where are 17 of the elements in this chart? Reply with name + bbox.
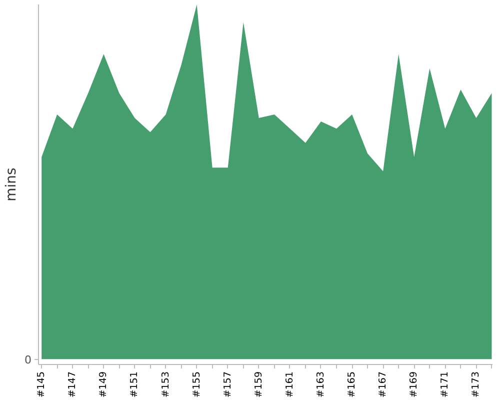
x-tick-label: #149 [98,372,110,398]
text: 0 [24,354,32,367]
x-tick-label: #161 [284,372,296,398]
x-tick-label: #163 [315,372,326,398]
x-tick-label: #169 [408,372,420,398]
x-tick-label: #145 [36,372,48,398]
x-tick-label: #165 [346,372,358,398]
x-tick-label: #157 [222,372,234,398]
x-tick-label: #167 [378,372,389,398]
y-axis-title: mins [4,168,20,202]
x-tick-label: #147 [67,372,78,398]
x-tick-label: #173 [470,372,482,398]
x-tick-label: #159 [253,372,264,398]
x-tick-label: #155 [191,372,202,398]
x-tick-label: #153 [160,372,172,398]
x-tick-label: #171 [440,372,451,398]
x-tick-label: #151 [129,372,140,398]
